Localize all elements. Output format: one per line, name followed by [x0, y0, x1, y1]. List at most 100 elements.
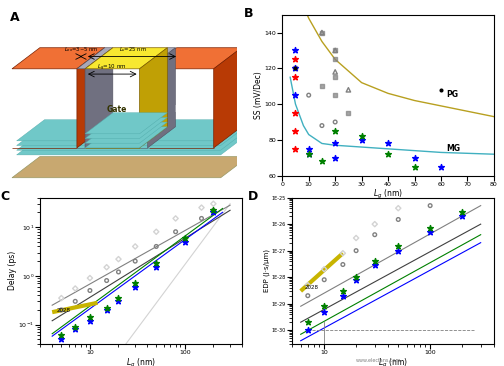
Point	[394, 217, 402, 223]
Point	[352, 277, 360, 283]
Polygon shape	[85, 122, 167, 143]
Point	[339, 288, 347, 294]
Point	[71, 285, 79, 291]
Point	[304, 146, 312, 152]
Point	[103, 278, 111, 284]
Point	[320, 266, 328, 272]
Point	[357, 137, 365, 143]
Point	[57, 295, 66, 301]
Point	[57, 307, 66, 313]
Point	[304, 327, 312, 333]
Point	[198, 216, 206, 221]
Point	[344, 87, 352, 93]
Polygon shape	[149, 48, 241, 69]
Polygon shape	[85, 127, 167, 148]
X-axis label: $L_g$ (nm): $L_g$ (nm)	[373, 188, 403, 201]
Point	[304, 92, 312, 98]
Point	[131, 284, 139, 290]
Point	[152, 261, 160, 266]
Point	[71, 326, 79, 332]
Point	[304, 151, 312, 157]
Point	[71, 324, 79, 330]
Point	[331, 48, 339, 53]
Point	[152, 243, 160, 249]
Point	[331, 56, 339, 62]
Polygon shape	[17, 129, 248, 150]
Point	[331, 155, 339, 161]
Point	[114, 256, 122, 262]
Point	[131, 258, 139, 264]
Text: C: C	[0, 190, 9, 203]
Text: $L_{ox}$=3~5 nm: $L_{ox}$=3~5 nm	[64, 45, 98, 54]
Point	[331, 69, 339, 75]
Point	[304, 151, 312, 157]
Polygon shape	[85, 117, 167, 138]
Point	[71, 298, 79, 304]
Polygon shape	[17, 134, 248, 155]
Point	[209, 208, 217, 213]
Point	[318, 30, 326, 36]
Point	[352, 235, 360, 241]
Point	[320, 309, 328, 315]
Point	[103, 307, 111, 313]
Point	[331, 48, 339, 53]
Point	[131, 243, 139, 249]
Point	[352, 248, 360, 254]
Point	[426, 229, 434, 235]
Point	[291, 48, 299, 53]
Text: Source: Source	[32, 105, 61, 114]
Text: Drain: Drain	[174, 105, 198, 114]
Text: B: B	[244, 7, 254, 20]
Point	[209, 209, 217, 215]
Text: MG: MG	[447, 143, 460, 153]
Point	[384, 151, 392, 157]
Point	[152, 229, 160, 235]
Point	[304, 293, 312, 299]
Text: A: A	[10, 11, 19, 24]
Point	[437, 87, 445, 93]
Point	[458, 209, 466, 214]
Point	[371, 262, 379, 268]
Text: 2028: 2028	[304, 285, 319, 290]
Text: D: D	[248, 190, 258, 203]
Point	[320, 303, 328, 309]
Point	[291, 92, 299, 98]
Point	[320, 277, 328, 283]
Polygon shape	[77, 48, 105, 148]
Point	[209, 201, 217, 207]
Point	[331, 74, 339, 80]
Point	[331, 119, 339, 125]
Point	[114, 269, 122, 275]
Point	[394, 205, 402, 211]
Point	[291, 146, 299, 152]
Point	[198, 205, 206, 210]
Point	[371, 221, 379, 227]
Point	[331, 92, 339, 98]
Point	[318, 158, 326, 164]
Text: www.elecfans.com: www.elecfans.com	[355, 358, 401, 363]
Point	[318, 123, 326, 128]
Point	[57, 336, 66, 342]
Text: $L_g$=10 nm: $L_g$=10 nm	[97, 63, 127, 73]
Text: 2028: 2028	[57, 308, 71, 313]
Point	[291, 66, 299, 71]
Point	[394, 248, 402, 254]
Point	[426, 225, 434, 231]
Point	[103, 305, 111, 311]
Polygon shape	[77, 48, 113, 69]
Y-axis label: Delay (ps): Delay (ps)	[8, 251, 17, 291]
Point	[352, 274, 360, 280]
Point	[291, 66, 299, 71]
Point	[114, 298, 122, 304]
Point	[426, 203, 434, 209]
Text: Gate: Gate	[106, 105, 127, 114]
Point	[114, 295, 122, 301]
Point	[339, 293, 347, 299]
Point	[86, 288, 94, 294]
Point	[171, 216, 179, 221]
Point	[291, 110, 299, 116]
Point	[426, 190, 434, 196]
Point	[318, 30, 326, 36]
Point	[371, 258, 379, 264]
Point	[57, 333, 66, 339]
